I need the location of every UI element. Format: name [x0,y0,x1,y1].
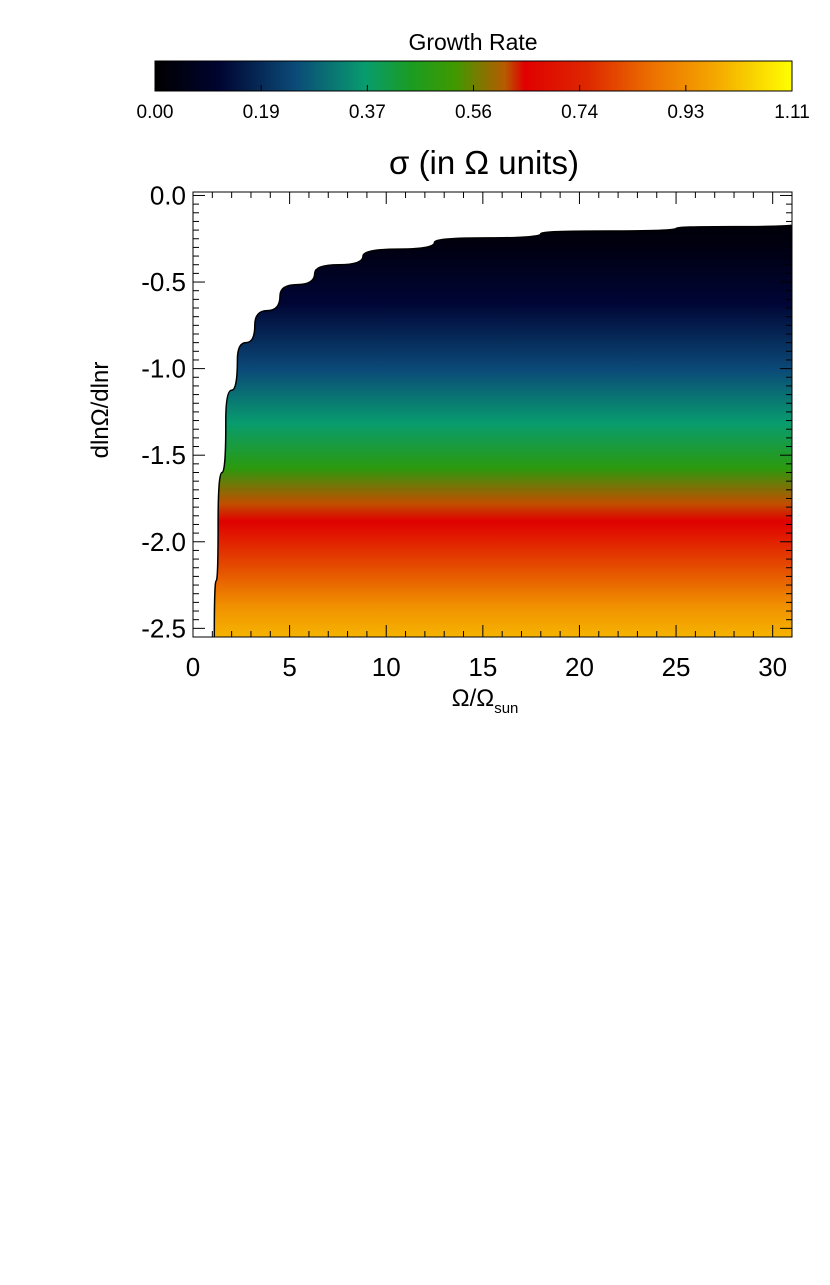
colorbar-tick-label: 1.11 [774,102,810,123]
x-axis-label-sub: sun [494,700,518,717]
x-axis-ticks: 0 5 10 15 20 25 30 [186,192,793,682]
plot-frame [192,191,793,638]
colorbar-tick-label: 0.19 [243,102,280,123]
colorbar-tick-label: 0.37 [349,102,386,123]
colorbar-tick-label: 0.74 [561,102,598,123]
colorbar-tick-label: 0.93 [667,102,704,123]
y-tick-label: -1.5 [141,440,186,470]
x-tick-label: 0 [186,652,200,682]
stable-region [193,192,792,637]
y-tick-label: -0.5 [141,267,186,297]
chart-title: σ (in Ω units) [389,144,579,181]
x-tick-label: 10 [372,652,401,682]
colorbar-label: Growth Rate [408,29,537,55]
x-tick-label: 15 [468,652,497,682]
y-tick-label: -2.5 [141,613,186,643]
x-axis-label-main: Ω/Ω [452,685,495,712]
y-tick-label: -1.0 [141,354,186,384]
x-tick-label: 5 [282,652,296,682]
stability-boundary [213,224,792,637]
x-tick-label: 30 [758,652,787,682]
x-tick-label: 25 [662,652,691,682]
plot-area [193,192,792,637]
x-axis-label: Ω/Ωsun [452,685,519,717]
colorbar-tick-label: 0.56 [455,102,492,123]
y-tick-label: 0.0 [150,180,186,210]
x-tick-label: 20 [565,652,594,682]
y-axis-ticks: 0.0 -0.5 -1.0 -1.5 -2.0 -2.5 [141,180,792,643]
y-tick-label: -2.0 [141,527,186,557]
colorbar-ticks: 0.00 0.19 0.37 0.56 0.74 0.93 1.11 [137,85,810,123]
colorbar-tick-label: 0.00 [137,102,174,123]
y-axis-label: dlnΩ/dlnr [87,362,114,459]
